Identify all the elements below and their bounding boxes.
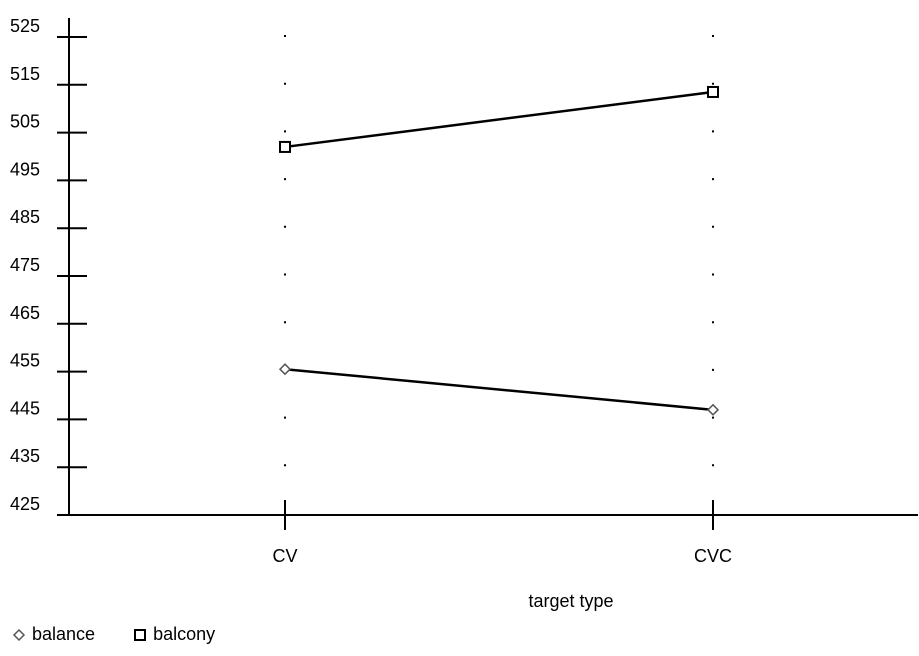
y-tick-label: 465	[10, 303, 40, 323]
data-point-balance-cv	[278, 363, 292, 376]
legend-item-balance: balance	[12, 624, 95, 645]
grid-layer	[284, 35, 714, 515]
y-tick-label: 515	[10, 64, 40, 84]
x-tick-label: CVC	[694, 546, 732, 566]
x-axis-title: target type	[528, 591, 613, 611]
data-point-balance-cvc	[706, 403, 720, 416]
square-marker-icon	[134, 628, 147, 641]
legend-label-balcony: balcony	[153, 624, 216, 644]
data-point-balcony-cvc	[707, 85, 719, 98]
legend-item-balcony: balcony	[133, 624, 215, 645]
y-tick-label: 505	[10, 112, 40, 132]
series-line-balance	[284, 367, 714, 412]
diamond-marker-icon	[12, 628, 26, 641]
y-tick-label: 485	[10, 207, 40, 227]
axis-layer: 425 435 445 455 465 475 485 495 505 515 525 CV CVC	[10, 16, 918, 566]
x-tick-label: CV	[272, 546, 297, 566]
y-tick-label: 525	[10, 16, 40, 36]
y-tick-label: 495	[10, 159, 40, 179]
legend-label-balance: balance	[32, 624, 96, 644]
y-tick-label: 435	[10, 446, 40, 466]
series-layer	[278, 85, 720, 416]
y-tick-label: 455	[10, 351, 40, 371]
y-tick-label: 425	[10, 494, 40, 514]
legend: balance balcony	[12, 624, 253, 645]
series-line-balcony	[284, 90, 714, 149]
y-tick-label: 475	[10, 255, 40, 275]
data-point-balcony-cv	[279, 140, 291, 153]
y-tick-label: 445	[10, 398, 40, 418]
